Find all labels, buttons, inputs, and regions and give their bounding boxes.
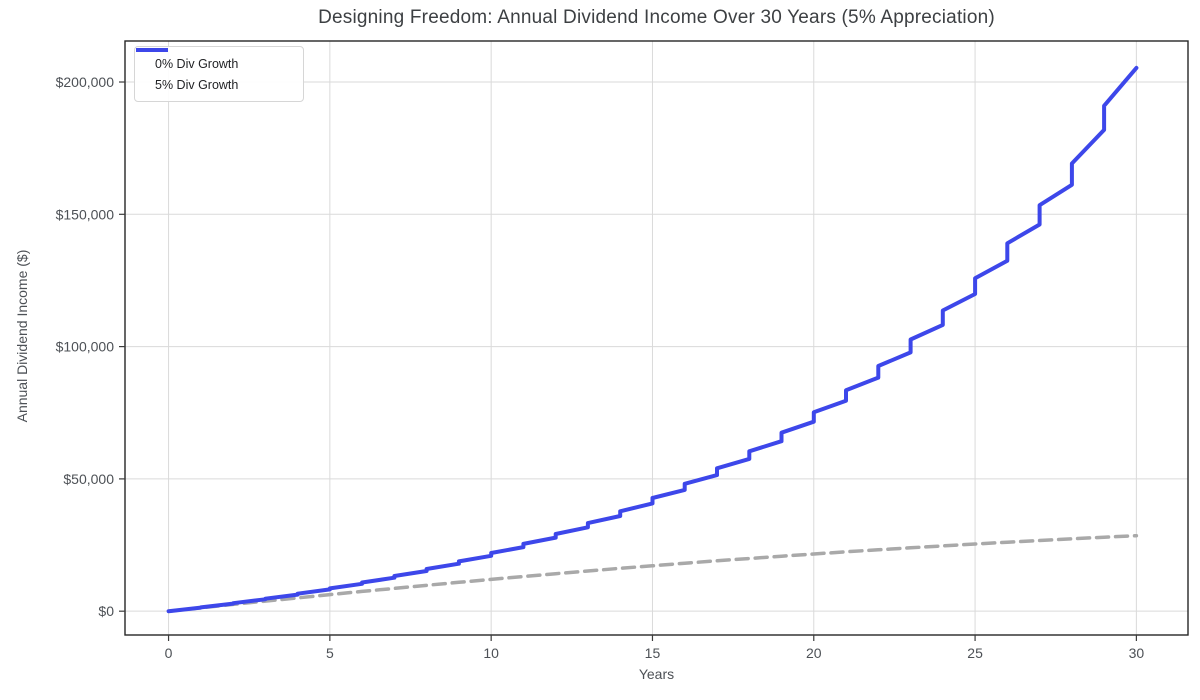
x-tick-label: 25 <box>967 645 983 661</box>
legend-label-5pct-growth: 5% Div Growth <box>155 77 239 92</box>
y-tick-label: $200,000 <box>56 74 115 90</box>
chart-title: Designing Freedom: Annual Dividend Incom… <box>318 7 995 28</box>
legend-item-0pct-growth: 0% Div Growth <box>136 48 303 74</box>
x-tick-label: 20 <box>806 645 822 661</box>
x-tick-label: 5 <box>326 645 334 661</box>
x-axis-label: Years <box>638 666 675 682</box>
series-line-5pct-growth <box>166 65 1139 614</box>
plot-frame <box>124 40 1189 636</box>
series-line-0pct-growth <box>166 533 1139 613</box>
y-tick-label: $100,000 <box>56 339 115 355</box>
legend-item-5pct-growth: 5% Div Growth <box>136 48 303 95</box>
y-axis-label: Annual Dividend Income ($) <box>14 249 30 423</box>
y-tick-label: $150,000 <box>56 206 115 222</box>
x-tick-label: 30 <box>1129 645 1145 661</box>
y-tick-label: $0 <box>98 603 114 619</box>
x-tick-label: 15 <box>645 645 661 661</box>
x-tick-label: 10 <box>483 645 499 661</box>
legend: 0% Div Growth 5% Div Growth <box>134 46 304 102</box>
x-tick-label: 0 <box>165 645 173 661</box>
solid-line-swatch-icon <box>136 48 168 52</box>
legend-label-0pct-growth: 0% Div Growth <box>155 56 239 71</box>
y-tick-label: $50,000 <box>63 471 114 487</box>
